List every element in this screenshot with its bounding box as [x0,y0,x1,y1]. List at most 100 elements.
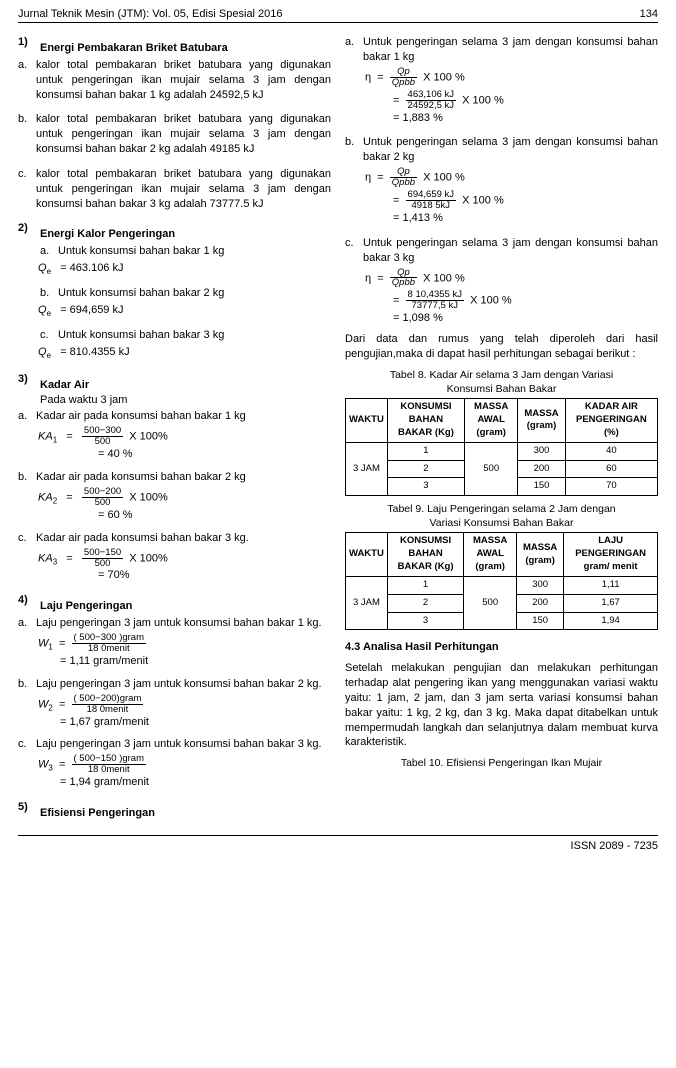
eff-c-frac2: 8 10,4355 kJ 73777,5 kJ [406,290,464,311]
columns: 1) Energi Pembakaran Briket Batubara a. … [18,33,658,821]
sec4-c-frac: ( 500−150 )gram 18 0menit [72,754,147,775]
sec4-b-num: ( 500−200)gram [72,694,144,705]
eff-b: b. Untuk pengeringan selama 3 jam dengan… [345,135,658,165]
sec4-a-lab: a. [18,616,36,631]
sec3-b-text: Kadar air pada konsumsi bahan bakar 2 kg [36,470,331,485]
sec3-title: Kadar Air [40,378,331,393]
eff-a-f1den: Qpbb [390,78,417,88]
eff-c-frac1: Qp Qpbb [390,268,417,289]
eff-c-text: Untuk pengeringan selama 3 jam dengan ko… [363,236,658,266]
tab9-awal: 500 [464,576,517,629]
sec3-a-res: = 40 % [18,447,331,462]
sec4-c-eq: W3 = ( 500−150 )gram 18 0menit [18,754,331,775]
table-8: WAKTU KONSUMSI BAHAN BAKAR (Kg) MASSA AW… [345,398,658,496]
sec2-c-eq: = 810.4355 kJ [60,346,129,358]
eff-a-text: Untuk pengeringan selama 3 jam dengan ko… [363,35,658,65]
table-9: WAKTU KONSUMSI BAHAN BAKAR (Kg) MASSA AW… [345,532,658,630]
header-bar: Jurnal Teknik Mesin (JTM): Vol. 05, Edis… [18,8,658,23]
tab9-cap-b: Variasi Konsumsi Bahan Bakar [430,517,574,529]
page: Jurnal Teknik Mesin (JTM): Vol. 05, Edis… [0,0,676,1068]
sec3-a-tail: X 100% [129,431,168,443]
tab9-caption: Tabel 9. Laju Pengeringan selama 2 Jam d… [345,502,658,530]
sec1-a: a. kalor total pembakaran briket batubar… [18,58,331,103]
eff-b-text: Untuk pengeringan selama 3 jam dengan ko… [363,135,658,165]
sec3-b-sub: 2 [53,496,57,505]
sec3-b-res: = 60 % [18,508,331,523]
sec4-b-den: 18 0menit [72,705,144,715]
tab9-cap-a: Tabel 9. Laju Pengeringan selama 2 Jam d… [387,503,615,515]
sec1-c: c. kalor total pembakaran briket batubar… [18,167,331,212]
eff-a-res: = 1,883 % [345,111,658,126]
sec3-a-text: Kadar air pada konsumsi bahan bakar 1 kg [36,409,331,424]
sec4-a-res: = 1,11 gram/menit [18,654,331,669]
sec4-c-sub: 3 [48,764,52,773]
tab9-r3c4: 1,94 [564,612,658,630]
tab9-r1c3: 300 [517,576,564,594]
tab9-h0: WAKTU [346,533,388,576]
sec1-b-text: kalor total pembakaran briket batubara y… [36,112,331,157]
sec4-a: a. Laju pengeringan 3 jam untuk konsumsi… [18,616,331,631]
sec3-a-den: 500 [82,437,123,447]
eff-a-frac2: 463,106 kJ 24592,5 kJ [406,90,456,111]
tab8-cap-b: Konsumsi Bahan Bakar [447,383,557,395]
sec1-c-lab: c. [18,167,36,212]
eff-b-f1den: Qpbb [390,178,417,188]
sec4-b-sym: W [38,698,48,710]
issn: ISSN 2089 - 7235 [571,840,658,852]
sec2-a: a. Untuk konsumsi bahan bakar 1 kg [18,244,331,259]
eff-a-f2: = 463,106 kJ 24592,5 kJ X 100 % [345,90,658,111]
eff-a-f2den: 24592,5 kJ [406,101,456,111]
eff-a-f2num: 463,106 kJ [406,90,456,101]
sec3-b-tail: X 100% [129,491,168,503]
eff-c: c. Untuk pengeringan selama 3 jam dengan… [345,236,658,266]
footer-bar: ISSN 2089 - 7235 [18,835,658,852]
eff-b-f1: ƞ = Qp Qpbb X 100 % [345,167,658,188]
tab9-header-row: WAKTU KONSUMSI BAHAN BAKAR (Kg) MASSA AW… [346,533,658,576]
sec2-b: b. Untuk konsumsi bahan bakar 2 kg [18,286,331,301]
sec3-b-sym: KA [38,491,53,503]
sec2-c-sub: e [47,351,51,360]
sec3-c-lab: c. [18,531,36,546]
tab9-row1: 3 JAM 1 500 300 1,11 [346,576,658,594]
tab9-r1c1: 1 [387,576,463,594]
sec2-b-sym: Q [38,304,47,316]
sec2-num: 2) [18,221,40,242]
sec3-a-sub: 1 [53,436,57,445]
sec3-a-lab: a. [18,409,36,424]
eff-c-tail2: X 100 % [470,295,512,307]
sec1-title: Energi Pembakaran Briket Batubara [40,41,331,56]
tab8-r3c4: 70 [565,478,657,496]
sec3-a-sym: KA [38,431,53,443]
sec1-b: b. kalor total pembakaran briket batubar… [18,112,331,157]
sec4-c-res: = 1,94 gram/menit [18,775,331,790]
sec5-num: 5) [18,800,40,821]
eff-b-frac2: 694,659 kJ 4918 5kJ [406,190,456,211]
eff-a: a. Untuk pengeringan selama 3 jam dengan… [345,35,658,65]
tab8-cap-a: Tabel 8. Kadar Air selama 3 Jam dengan V… [390,369,613,381]
right-column: a. Untuk pengeringan selama 3 jam dengan… [345,33,658,821]
sec2-b-eq: = 694,659 kJ [60,304,123,316]
sec4-c-sym: W [38,759,48,771]
sec2-c: c. Untuk konsumsi bahan bakar 3 kg [18,328,331,343]
tab8-waktu: 3 JAM [346,442,388,495]
tab8-r2c1: 2 [387,460,464,478]
sec3-c-frac: 500−150 500 [82,548,123,569]
eff-c-eta: ƞ [365,272,371,284]
eff-a-f1num: Qp [390,67,417,78]
tab9-r1c4: 1,11 [564,576,658,594]
sec1-a-lab: a. [18,58,36,103]
sec1-title-row: 1) Energi Pembakaran Briket Batubara [18,35,331,56]
sec2-c-sym: Q [38,346,47,358]
sec3-title-row: 3) Kadar Air [18,372,331,393]
tab8-r1c1: 1 [387,442,464,460]
sec2-a-val: Qe = 463.106 kJ [18,261,331,278]
eff-b-tail1: X 100 % [423,171,465,183]
tab8-r2c4: 60 [565,460,657,478]
sec3-a-eq: KA1 = 500−300 500 X 100% [18,426,331,447]
sec3-c-eq: KA3 = 500−150 500 X 100% [18,548,331,569]
tab8-r1c3: 300 [518,442,565,460]
tab8-header-row: WAKTU KONSUMSI BAHAN BAKAR (Kg) MASSA AW… [346,399,658,442]
tab8-h0: WAKTU [346,399,388,442]
analisa-body: Setelah melakukan pengujian dan melakuka… [345,661,658,750]
sec2-c-text: Untuk konsumsi bahan bakar 3 kg [58,328,331,343]
